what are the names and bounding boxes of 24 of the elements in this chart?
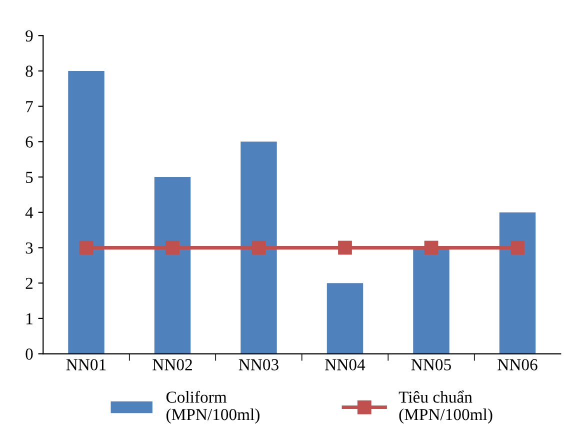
bar bbox=[326, 283, 364, 354]
x-tick-label: NN05 bbox=[411, 359, 451, 370]
x-tick-label: NN06 bbox=[498, 359, 538, 370]
bar bbox=[68, 70, 104, 354]
x-tick-label: NN03 bbox=[238, 359, 278, 370]
bar bbox=[413, 248, 450, 354]
bar bbox=[154, 177, 191, 354]
y-tick-label: 5 bbox=[26, 172, 33, 183]
y-tick-label: 3 bbox=[26, 242, 33, 254]
bar bbox=[499, 212, 536, 354]
y-tick-label: 1 bbox=[26, 313, 32, 324]
y-tick-label: 6 bbox=[26, 136, 33, 148]
x-tick-label: NN01 bbox=[66, 359, 106, 370]
y-tick-label: 2 bbox=[26, 278, 32, 289]
legend-label: Tiêu chuẩn (MPN/100ml) bbox=[398, 390, 492, 424]
bar bbox=[240, 142, 277, 354]
y-tick-label: 9 bbox=[26, 30, 33, 42]
y-tick-label: 0 bbox=[26, 348, 33, 360]
y-tick-label: 8 bbox=[26, 66, 33, 77]
y-tick-label: 7 bbox=[26, 101, 33, 112]
x-tick-label: NN02 bbox=[152, 359, 192, 370]
y-tick-label: 4 bbox=[25, 207, 34, 218]
legend-label: Coliform (MPN/100ml) bbox=[166, 390, 260, 424]
x-tick-label: NN04 bbox=[325, 359, 366, 370]
